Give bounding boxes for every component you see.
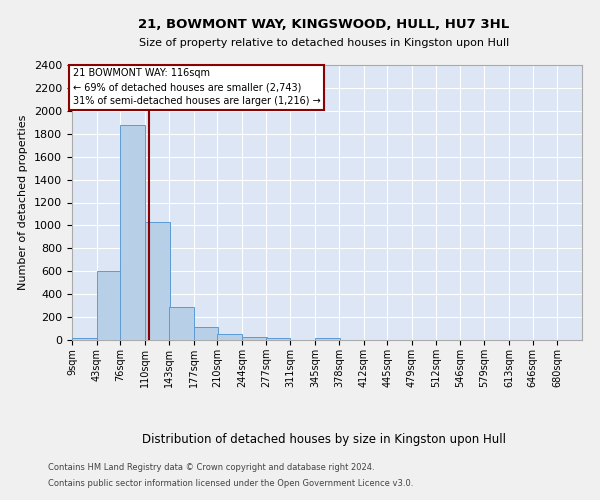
- Text: Contains HM Land Registry data © Crown copyright and database right 2024.: Contains HM Land Registry data © Crown c…: [48, 464, 374, 472]
- Y-axis label: Number of detached properties: Number of detached properties: [19, 115, 28, 290]
- Bar: [194, 328, 218, 340]
- Bar: [97, 271, 121, 340]
- Bar: [242, 336, 266, 340]
- Bar: [315, 338, 340, 340]
- Bar: [217, 334, 242, 340]
- Text: 21 BOWMONT WAY: 116sqm
← 69% of detached houses are smaller (2,743)
31% of semi-: 21 BOWMONT WAY: 116sqm ← 69% of detached…: [73, 68, 320, 106]
- Bar: [169, 307, 194, 340]
- Text: 21, BOWMONT WAY, KINGSWOOD, HULL, HU7 3HL: 21, BOWMONT WAY, KINGSWOOD, HULL, HU7 3H…: [139, 18, 509, 30]
- Bar: [72, 338, 97, 340]
- Bar: [145, 222, 170, 340]
- Bar: [266, 338, 290, 340]
- Text: Size of property relative to detached houses in Kingston upon Hull: Size of property relative to detached ho…: [139, 38, 509, 48]
- Text: Distribution of detached houses by size in Kingston upon Hull: Distribution of detached houses by size …: [142, 432, 506, 446]
- Text: Contains public sector information licensed under the Open Government Licence v3: Contains public sector information licen…: [48, 478, 413, 488]
- Bar: [121, 124, 145, 340]
